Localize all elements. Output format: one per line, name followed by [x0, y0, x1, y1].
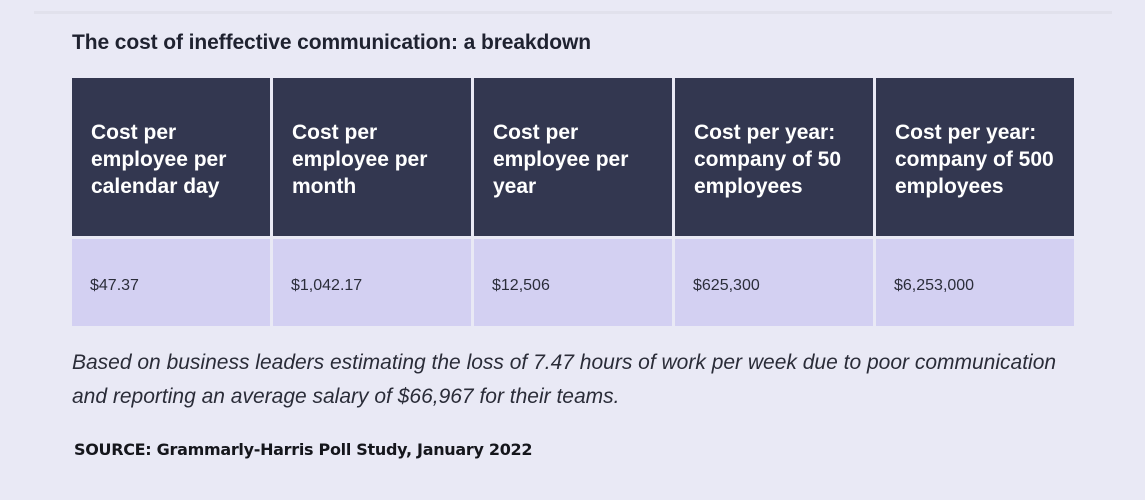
footnote: Based on business leaders estimating the…	[72, 351, 1057, 408]
table-cell: $6,253,000	[876, 239, 1074, 326]
column-header: Cost per employee per month	[273, 78, 471, 236]
table-cell: $12,506	[474, 239, 672, 326]
column-header: Cost per employee per calendar day	[72, 78, 270, 236]
chart-title: The cost of ineffective communication: a…	[72, 31, 591, 54]
source-credit: SOURCE: Grammarly-Harris Poll Study, Jan…	[74, 440, 533, 459]
table-cell: $625,300	[675, 239, 873, 326]
top-divider	[34, 11, 1112, 14]
cost-table: Cost per employee per calendar day $47.37…	[72, 78, 1074, 326]
table-cell: $1,042.17	[273, 239, 471, 326]
column-header: Cost per year: company of 50 employees	[675, 78, 873, 236]
table-cell: $47.37	[72, 239, 270, 326]
column-header: Cost per year: company of 500 employees	[876, 78, 1074, 236]
column-header: Cost per employee per year	[474, 78, 672, 236]
